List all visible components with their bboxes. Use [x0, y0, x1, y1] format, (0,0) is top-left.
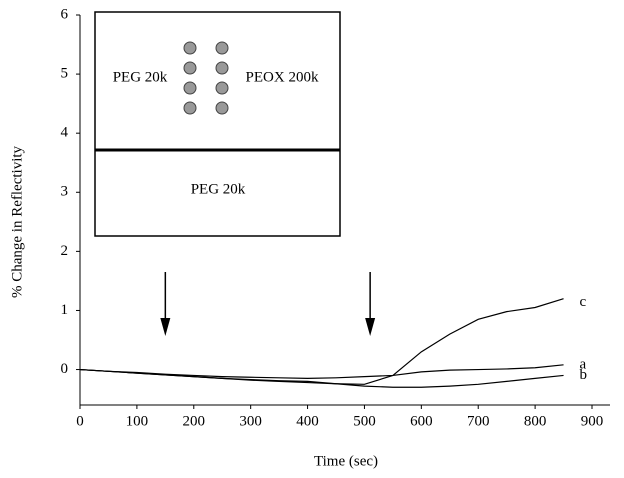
y-tick-label: 6	[61, 6, 69, 22]
x-tick-label: 500	[353, 413, 376, 429]
inset-label: PEOX 200k	[246, 69, 319, 85]
y-tick-label: 5	[61, 66, 69, 82]
series-label: c	[580, 294, 587, 310]
arrow-head	[160, 318, 171, 336]
x-tick-label: 900	[581, 413, 604, 429]
x-tick-label: 800	[524, 413, 547, 429]
x-axis-title: Time (sec)	[314, 453, 378, 469]
inset-label: PEG 20k	[113, 69, 168, 85]
y-tick-label: 2	[61, 243, 69, 259]
series-label: b	[580, 367, 588, 383]
x-tick-label: 600	[410, 413, 433, 429]
x-tick-label: 700	[467, 413, 490, 429]
series-line	[79, 364, 564, 380]
series-label: a	[580, 356, 587, 372]
y-tick-label: 0	[61, 361, 69, 377]
spheres	[183, 41, 229, 115]
x-tick-label: 100	[126, 413, 149, 429]
x-tick-label: 300	[239, 413, 262, 429]
y-tick-label: 4	[61, 125, 69, 141]
x-tick-label: 200	[183, 413, 206, 429]
y-axis-title: % Change in Reflectivity	[9, 145, 25, 298]
series-line	[79, 298, 564, 385]
x-tick-label: 0	[76, 413, 84, 429]
y-tick-label: 3	[61, 184, 69, 200]
x-tick-label: 400	[296, 413, 319, 429]
y-tick-label: 1	[61, 302, 69, 318]
inset-frame	[94, 11, 341, 237]
inset-label: PEG 20k	[191, 181, 246, 197]
arrow-head	[365, 318, 376, 336]
